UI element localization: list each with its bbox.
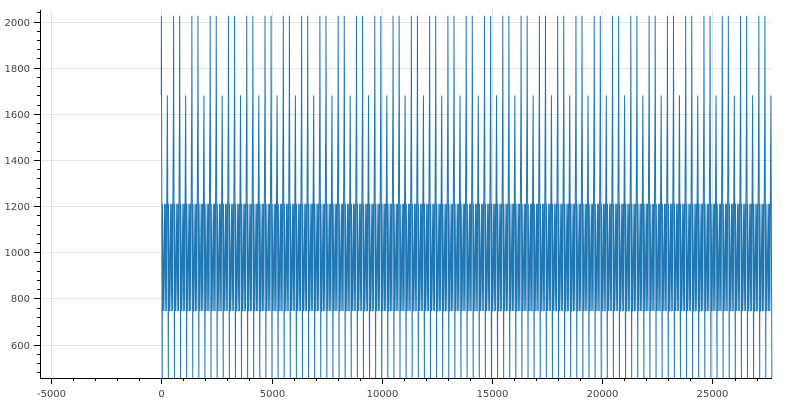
y-axis-ticks: 600 800 1000 1200 1400 1600 1800 2000 — [5, 12, 40, 373]
y-tick-label: 2000 — [5, 18, 30, 29]
series-group — [160, 15, 773, 379]
y-tick-label: 1000 — [5, 248, 30, 259]
x-tick-label: 15000 — [477, 389, 509, 400]
x-tick-label: 0 — [158, 389, 164, 400]
x-tick-label: -5000 — [37, 389, 66, 400]
x-axis-ticks: -5000 0 5000 10000 15000 20000 25000 — [37, 378, 758, 400]
y-tick-label: 600 — [11, 341, 30, 352]
y-tick-label: 1400 — [5, 156, 30, 167]
y-tick-label: 1600 — [5, 110, 30, 121]
y-tick-label: 1800 — [5, 64, 30, 75]
series-line — [160, 15, 773, 379]
x-tick-label: 5000 — [260, 389, 285, 400]
x-tick-label: 10000 — [367, 389, 399, 400]
y-tick-label: 1200 — [5, 202, 30, 213]
y-tick-label: 800 — [11, 294, 30, 305]
x-tick-label: 20000 — [587, 389, 619, 400]
x-tick-label: 25000 — [697, 389, 729, 400]
